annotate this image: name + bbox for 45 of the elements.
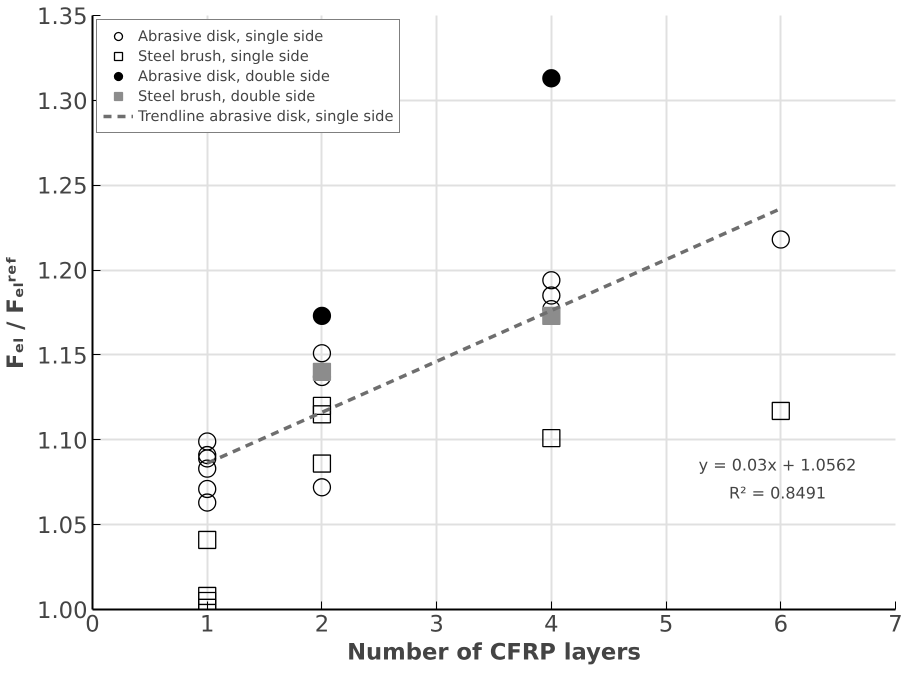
- point: [198, 460, 216, 478]
- point: [198, 449, 216, 468]
- point: [312, 344, 332, 362]
- point: [312, 478, 332, 496]
- legend-label: Trendline abrasive disk, single side: [138, 108, 394, 124]
- legend-label: Steel brush, single side: [138, 48, 309, 64]
- x-axis-title: Number of CFRP layers: [347, 640, 641, 666]
- y-tick-label: 1.20: [37, 258, 88, 285]
- y-tick-label: 1.05: [37, 513, 88, 540]
- x-tick-label: 7: [888, 612, 903, 638]
- x-tick-label: 4: [544, 612, 559, 638]
- y-axis-title: Fₑₗ / Fₑₗʳᵉᶠ: [3, 256, 30, 370]
- point: [542, 271, 561, 290]
- legend-label: Abrasive disk, single side: [138, 28, 324, 44]
- annotation: y = 0.03x + 1.0562: [698, 456, 856, 474]
- x-tick-label: 1: [200, 612, 214, 638]
- x-tick-label: 2: [314, 612, 330, 638]
- y-tick-label: 1.10: [37, 428, 88, 454]
- y-tick-label: 1.00: [37, 598, 88, 624]
- point: [772, 402, 790, 420]
- point: [198, 586, 216, 606]
- point: [772, 230, 790, 249]
- annotation: R² = 0.8491: [728, 484, 826, 502]
- y-tick-label: 1.15: [37, 343, 88, 370]
- point: [198, 530, 216, 550]
- x-tick-label: 5: [658, 612, 674, 638]
- point: [312, 306, 332, 326]
- point: [542, 428, 561, 448]
- x-tick-label: 3: [429, 612, 444, 638]
- point: [542, 69, 561, 88]
- y-tick-label: 1.25: [37, 174, 88, 200]
- x-tick-label: 6: [774, 612, 788, 638]
- point: [312, 362, 332, 382]
- point: [198, 493, 216, 512]
- y-tick-label: 1.30: [37, 88, 88, 115]
- point: [198, 480, 216, 498]
- point: [198, 432, 216, 451]
- point: [312, 396, 332, 415]
- x-tick-label: 0: [85, 612, 100, 638]
- point: [312, 454, 332, 473]
- y-tick-label: 1.35: [37, 4, 88, 30]
- point: [312, 405, 332, 424]
- legend-label: Abrasive disk, double side: [138, 68, 330, 84]
- legend-label: Steel brush, double side: [138, 88, 316, 104]
- point: [542, 286, 561, 305]
